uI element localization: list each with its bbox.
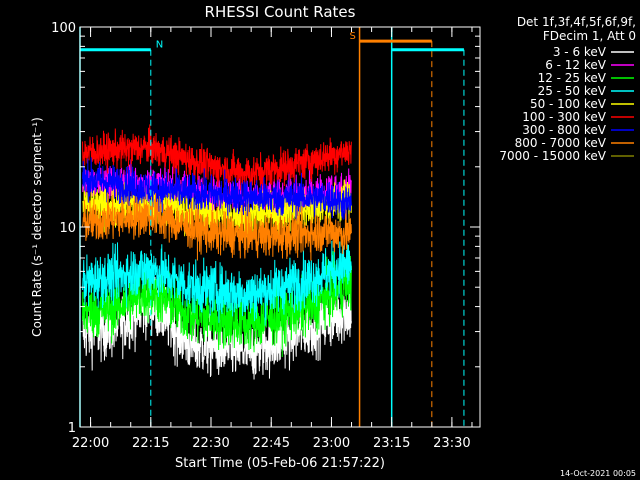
legend-label-6: 300 - 800 keV <box>522 123 606 137</box>
x-tick-label-0: 22:00 <box>72 436 109 451</box>
series-line-0 <box>82 272 352 380</box>
series-line-5 <box>82 124 352 191</box>
x-tick-label-6: 23:30 <box>433 436 470 451</box>
y-tick-label-0: 1 <box>68 421 76 436</box>
y-tick-label-1: 10 <box>59 221 76 236</box>
series-line-3 <box>82 240 352 326</box>
y-axis-label: Count Rate (s⁻¹ detector segment⁻¹) <box>30 117 44 337</box>
series-line-7 <box>82 192 352 261</box>
x-tick-label-2: 22:30 <box>192 436 229 451</box>
legend-label-8: 7000 - 15000 keV <box>499 149 606 163</box>
footer-date: 14-Oct-2021 00:05 <box>560 469 636 478</box>
legend-label-5: 100 - 300 keV <box>522 110 606 124</box>
annotation-label-1: S <box>350 31 356 42</box>
series-line-2 <box>82 251 352 357</box>
legend: Det 1f,3f,4f,5f,6f,9f, FDecim 1, Att 0 3… <box>499 15 636 163</box>
chart-title: RHESSI Count Rates <box>205 3 356 21</box>
annotation-label-0: N <box>156 40 163 51</box>
legend-label-4: 50 - 100 keV <box>530 97 607 111</box>
y-tick-label-2: 100 <box>51 21 76 36</box>
axes: 1 10 100 22:00 22:15 22:30 22:45 23:00 23:15 23:3… <box>51 21 480 451</box>
legend-label-0: 3 - 6 keV <box>553 45 607 59</box>
plot-area: NS <box>79 27 465 427</box>
x-axis-label: Start Time (05-Feb-06 21:57:22) <box>175 456 385 471</box>
legend-header-line-1: Det 1f,3f,4f,5f,6f,9f, <box>517 15 636 29</box>
legend-label-1: 6 - 12 keV <box>545 58 607 72</box>
x-tick-label-4: 23:00 <box>313 436 350 451</box>
legend-label-3: 25 - 50 keV <box>538 84 607 98</box>
x-tick-label-3: 22:45 <box>253 436 290 451</box>
x-tick-label-1: 22:15 <box>132 436 169 451</box>
x-tick-label-5: 23:15 <box>373 436 410 451</box>
legend-label-2: 12 - 25 keV <box>538 71 607 85</box>
legend-header-line-2: FDecim 1, Att 0 <box>543 29 636 43</box>
legend-label-7: 800 - 7000 keV <box>515 136 607 150</box>
